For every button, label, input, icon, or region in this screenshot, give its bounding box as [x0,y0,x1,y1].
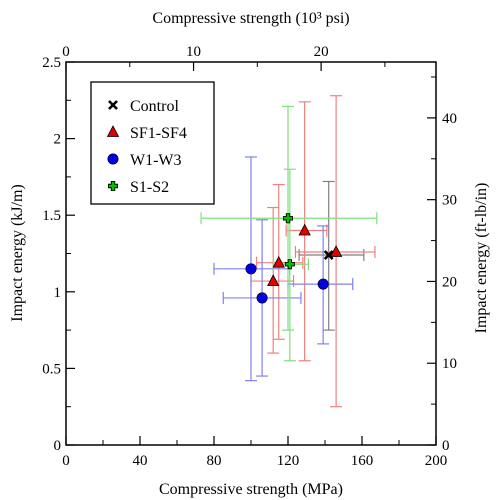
data-point [323,250,334,260]
marker-fill [283,214,293,223]
y2-tick-label: 30 [442,193,457,209]
top-axis-title: Compressive strength (10³ psi) [152,10,349,27]
axes [65,61,437,446]
x-tick-label: 200 [425,453,448,469]
right-axis-title: Impact energy (ft-lb/in) [473,183,490,334]
data-point [267,274,280,286]
marker-fill [285,260,295,269]
legend-item: S1-S2 [108,179,169,196]
x-tick-label: 80 [207,453,222,469]
legend-item: SF1-SF4 [106,125,187,142]
data-point [317,278,329,290]
y-tick-label: 2.5 [42,55,61,71]
left-axis-title: Impact energy (kJ/m) [9,184,26,321]
legend-item: Control [108,98,179,115]
data-point [272,255,285,268]
marker-fill [108,181,118,191]
legend-marker [107,153,119,165]
data-markers [245,213,343,304]
data-point [298,223,311,236]
legend-label: W1-W3 [130,152,182,169]
y2-tick-label: 10 [442,356,457,372]
x-tick-label: 160 [351,453,374,469]
y-tick-label: 0 [54,438,62,454]
y-tick-label: 0.5 [42,361,61,377]
legend-label: S1-S2 [130,179,169,196]
y-tick-label: 2 [54,132,62,148]
legend-label: Control [130,98,179,115]
data-point [256,292,268,304]
data-point [284,259,295,270]
marker-stroke [323,250,334,260]
legend-marker [108,181,118,191]
data-point [245,263,257,275]
y2-tick-label: 0 [442,438,450,454]
y2-tick-label: 20 [442,274,457,290]
y-tick-label: 1.5 [42,208,61,224]
x-tick-label: 40 [133,453,148,469]
error-bars [200,95,378,408]
data-point [283,213,293,224]
data-point [329,245,343,257]
x-tick-label: 120 [277,453,300,469]
marker-stroke [108,100,118,110]
legend-item: W1-W3 [107,152,182,169]
legend-label: SF1-SF4 [130,125,187,142]
legend: Control SF1-SF4 W1-W3 S1-S2 [90,81,215,205]
x2-tick-label: 0 [62,44,70,60]
legend-marker [108,100,118,110]
bottom-axis-title: Compressive strength (MPa) [159,481,343,498]
y2-tick-label: 40 [442,111,457,127]
x2-tick-label: 20 [314,44,329,60]
x-tick-label: 0 [62,453,70,469]
y-tick-label: 1 [54,285,62,301]
x2-tick-label: 10 [186,44,201,60]
legend-marker [106,125,120,137]
